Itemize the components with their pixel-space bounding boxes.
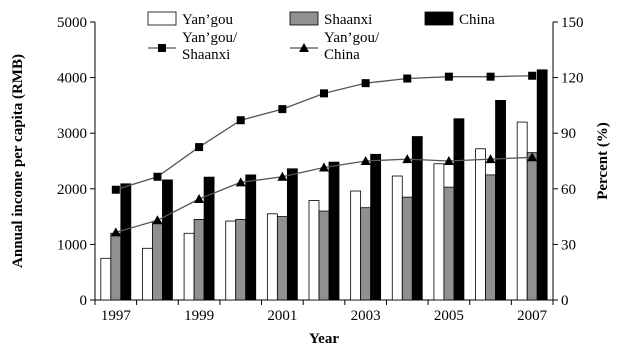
left-tick-label: 2000 <box>57 182 87 198</box>
bar-china <box>245 174 257 301</box>
point-yangou-china <box>360 156 371 165</box>
bar-shaanxi <box>526 152 538 301</box>
y-axis-title-right: Percent (%) <box>595 122 611 200</box>
bar-yangou <box>350 190 362 301</box>
point-yangou-shaanxi <box>195 143 204 152</box>
point-yangou-china <box>319 162 329 172</box>
point-yangou-china <box>152 215 163 225</box>
bar-yangou <box>225 220 237 301</box>
bar-yangou <box>516 121 528 301</box>
legend-label: China <box>459 12 495 28</box>
bar-yangou <box>183 232 195 301</box>
legend-label: Yan’gou <box>182 12 233 28</box>
bar-china <box>203 176 215 301</box>
bar-yangou <box>308 200 320 301</box>
left-tick-label: 3000 <box>57 126 87 142</box>
bar-shaanxi <box>360 207 372 301</box>
legend-swatch <box>289 11 319 26</box>
point-yangou-china <box>277 171 288 181</box>
bar-shaanxi <box>235 218 247 301</box>
x-tick-label: 2003 <box>351 308 381 324</box>
bar-yangou <box>475 148 486 301</box>
bar-shaanxi <box>152 222 163 301</box>
bar-shaanxi <box>318 210 330 301</box>
bar-shaanxi <box>276 216 288 301</box>
bar-shaanxi <box>485 174 496 301</box>
bar-china <box>286 168 298 301</box>
x-tick-label: 2001 <box>267 308 297 324</box>
legend-marker-square <box>158 44 166 52</box>
legend-swatch <box>424 11 454 26</box>
bar-yangou <box>433 163 445 301</box>
right-tick-label: 0 <box>561 293 569 309</box>
left-tick-label: 5000 <box>57 15 87 31</box>
point-yangou-shaanxi <box>320 89 328 98</box>
bar-shaanxi <box>110 232 122 301</box>
point-yangou-china <box>110 227 121 237</box>
bar-yangou <box>100 257 112 301</box>
bar-shaanxi <box>401 196 413 301</box>
point-yangou-china <box>194 193 205 203</box>
bar-yangou <box>391 175 403 301</box>
bar-shaanxi <box>443 186 455 301</box>
x-tick-label: 2007 <box>517 308 548 324</box>
point-yangou-shaanxi <box>403 74 412 83</box>
right-tick-label: 90 <box>561 126 576 142</box>
bar-yangou <box>266 213 278 301</box>
point-yangou-shaanxi <box>153 172 162 181</box>
bar-china <box>120 183 132 301</box>
x-axis-title: Year <box>309 331 339 347</box>
point-yangou-china <box>443 156 454 165</box>
bar-china <box>495 99 506 301</box>
right-tick-label: 120 <box>561 71 584 87</box>
legend-label: Yan’gou/China <box>324 30 380 63</box>
bar-china <box>162 179 173 301</box>
bar-china <box>536 69 548 301</box>
point-yangou-shaanxi <box>361 79 370 88</box>
point-yangou-china <box>485 154 496 164</box>
x-tick-label: 2005 <box>434 308 464 324</box>
bar-china <box>328 161 340 301</box>
bar-shaanxi <box>193 218 205 301</box>
left-tick-label: 1000 <box>57 237 87 253</box>
x-tick-label: 1997 <box>101 308 132 324</box>
point-yangou-shaanxi <box>236 116 245 125</box>
bar-yangou <box>142 247 153 301</box>
point-yangou-shaanxi <box>278 105 287 114</box>
bar-china <box>411 136 423 301</box>
right-tick-label: 150 <box>561 15 584 31</box>
y-axis-title: Annual income per capita (RMB) <box>10 54 26 268</box>
x-tick-label: 1999 <box>184 308 214 324</box>
left-tick-label: 0 <box>80 293 88 309</box>
point-yangou-shaanxi <box>444 72 453 81</box>
point-yangou-shaanxi <box>528 71 537 80</box>
point-yangou-china <box>235 177 246 187</box>
legend-label: Yan’gou/Shaanxi <box>182 30 238 63</box>
right-tick-label: 60 <box>561 182 576 198</box>
right-tick-label: 30 <box>561 237 576 253</box>
point-yangou-shaanxi <box>486 72 495 81</box>
point-yangou-shaanxi <box>111 185 120 194</box>
legend-swatch <box>147 11 177 26</box>
legend-label: Shaanxi <box>324 12 372 28</box>
legend-marker-triangle <box>299 43 309 52</box>
point-yangou-china <box>402 154 413 164</box>
bar-china <box>453 118 465 301</box>
left-tick-label: 4000 <box>57 71 87 87</box>
bar-china <box>370 153 382 301</box>
point-yangou-china <box>527 152 538 162</box>
